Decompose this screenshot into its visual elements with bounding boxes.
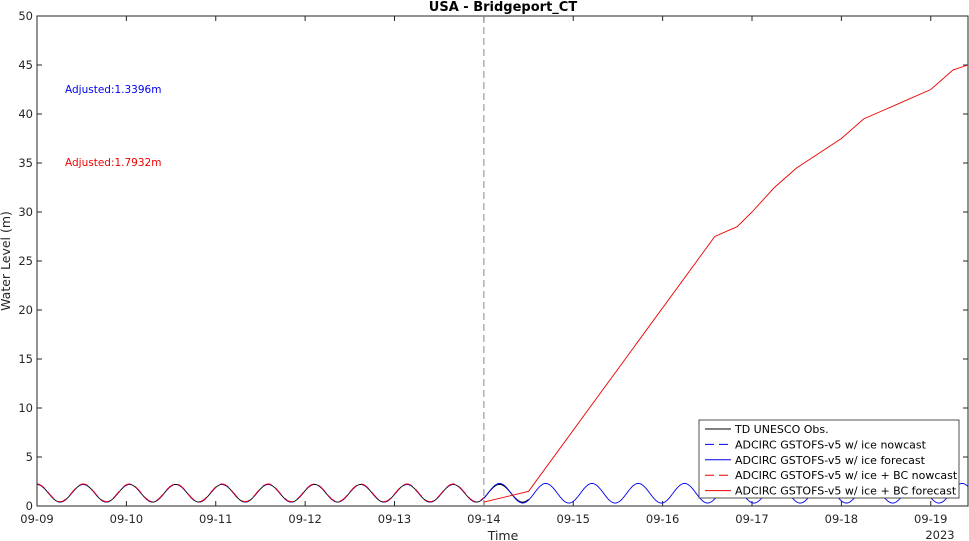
x-tick-label: 09-18 (825, 512, 858, 526)
legend-entry: TD UNESCO Obs. (734, 423, 829, 436)
y-axis-ticks: 0 5 10 15 20 25 30 35 40 45 50 (18, 9, 968, 513)
x-axis-label: Time (487, 528, 519, 541)
legend: TD UNESCO Obs. ADCIRC GSTOFS-v5 w/ ice no… (698, 419, 960, 499)
y-tick-label: 20 (18, 303, 33, 317)
y-tick-label: 30 (18, 205, 33, 219)
y-tick-label: 25 (18, 254, 33, 268)
y-tick-label: 10 (18, 401, 33, 415)
x-tick-label: 09-15 (557, 512, 590, 526)
x-axis-ticks: 09-09 09-10 09-11 09-12 09-13 09-14 09-15 09-16… (20, 16, 947, 526)
chart-title: USA - Bridgeport_CT (429, 0, 578, 15)
legend-entry: ADCIRC GSTOFS-v5 w/ ice nowcast (735, 438, 927, 451)
x-tick-label: 09-19 (914, 512, 947, 526)
x-tick-label: 09-17 (735, 512, 768, 526)
x-tick-label: 09-09 (20, 512, 53, 526)
y-tick-label: 0 (26, 499, 33, 513)
y-tick-label: 35 (18, 156, 33, 170)
y-axis-label: Water Level (m) (0, 211, 13, 311)
series-line-1 (36, 483, 485, 503)
x-tick-label: 09-10 (110, 512, 143, 526)
adjusted-annotation-blue: Adjusted:1.3396m (65, 84, 161, 96)
y-tick-label: 45 (18, 58, 33, 72)
x-tick-label: 09-13 (378, 512, 411, 526)
legend-entry: ADCIRC GSTOFS-v5 w/ ice + BC nowcast (735, 469, 958, 482)
y-tick-label: 40 (18, 107, 33, 121)
series-line-4 (483, 64, 969, 503)
y-tick-label: 50 (18, 9, 33, 23)
legend-entry: ADCIRC GSTOFS-v5 w/ ice + BC forecast (735, 485, 957, 498)
x-tick-label: 09-14 (467, 512, 500, 526)
y-tick-label: 15 (18, 352, 33, 366)
y-tick-label: 5 (26, 450, 33, 464)
legend-box (698, 419, 960, 499)
x-tick-label: 09-12 (288, 512, 321, 526)
legend-entry: ADCIRC GSTOFS-v5 w/ ice forecast (735, 454, 926, 467)
year-label: 2023 (925, 528, 954, 541)
adjusted-annotation-red: Adjusted:1.7932m (65, 157, 161, 169)
x-tick-label: 09-16 (646, 512, 679, 526)
series-line-3 (36, 483, 485, 503)
series-lines (36, 64, 969, 504)
x-tick-label: 09-11 (199, 512, 232, 526)
